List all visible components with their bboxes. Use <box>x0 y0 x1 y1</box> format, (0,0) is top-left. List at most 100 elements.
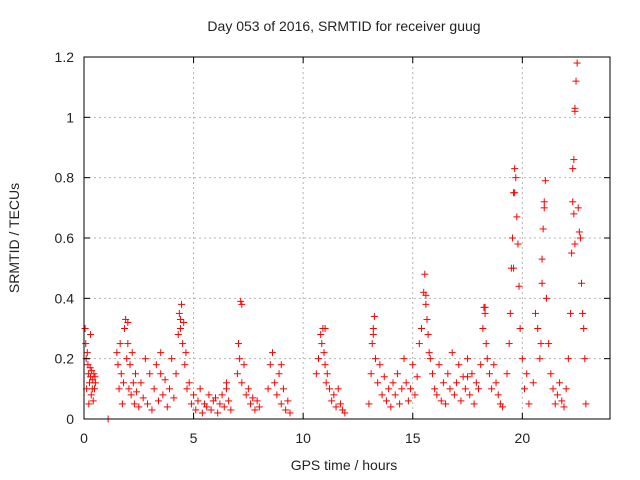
data-point <box>523 370 531 378</box>
data-point <box>389 379 397 387</box>
data-point <box>320 349 328 357</box>
data-point <box>116 340 124 348</box>
data-point <box>114 361 122 369</box>
data-point <box>470 400 478 408</box>
data-point <box>540 198 548 206</box>
data-point <box>499 403 507 411</box>
chart-title: Day 053 of 2016, SRMTID for receiver guu… <box>207 18 480 34</box>
data-point <box>525 400 533 408</box>
data-point <box>398 385 406 393</box>
y-tick-label: 1 <box>66 109 74 125</box>
data-point <box>411 391 419 399</box>
data-point <box>312 370 320 378</box>
plot-frame <box>83 56 611 420</box>
data-point <box>570 210 578 218</box>
data-point <box>442 400 450 408</box>
data-point <box>437 397 445 405</box>
data-point <box>183 385 191 393</box>
data-point <box>91 385 99 393</box>
data-point <box>87 391 95 399</box>
data-point <box>421 270 429 278</box>
data-point <box>574 204 582 212</box>
data-point <box>391 391 399 399</box>
data-point <box>409 361 417 369</box>
data-point <box>247 400 255 408</box>
data-point <box>529 379 537 387</box>
data-point <box>534 325 542 332</box>
data-point <box>511 189 519 197</box>
data-point <box>512 174 520 182</box>
data-point <box>423 315 431 323</box>
data-point <box>126 361 134 369</box>
data-point <box>516 325 524 332</box>
data-point <box>424 331 432 339</box>
y-tick-label: 0.2 <box>55 351 75 367</box>
data-point <box>422 291 430 299</box>
data-point <box>400 355 408 363</box>
data-point <box>426 355 434 363</box>
data-point <box>172 370 180 378</box>
data-point <box>581 355 589 363</box>
data-point <box>407 385 415 393</box>
data-point <box>284 397 292 405</box>
data-point <box>119 379 127 387</box>
grid-lines <box>84 57 610 419</box>
data-point <box>85 379 93 387</box>
data-point <box>568 249 576 257</box>
data-point <box>286 409 294 417</box>
data-point <box>580 325 588 332</box>
data-point <box>238 300 246 308</box>
data-point <box>123 355 131 363</box>
x-tick-label: 20 <box>515 430 531 446</box>
data-point <box>176 325 184 332</box>
data-point <box>428 370 436 378</box>
data-point <box>207 406 215 414</box>
data-point <box>273 391 281 399</box>
data-point <box>369 331 377 339</box>
data-point <box>371 355 379 363</box>
data-point <box>277 400 285 408</box>
data-point <box>129 379 137 387</box>
data-point <box>482 340 490 348</box>
data-point <box>483 355 491 363</box>
data-point <box>393 370 401 378</box>
data-point <box>124 340 132 348</box>
data-point <box>82 340 90 348</box>
data-point <box>175 309 183 317</box>
y-tick-labels: 0 0.2 0.4 0.6 0.8 1 1.2 <box>55 49 75 427</box>
data-point <box>569 198 577 206</box>
data-point <box>170 394 178 402</box>
y-tick-label: 1.2 <box>55 49 75 65</box>
data-point <box>558 397 566 405</box>
x-tick-label: 15 <box>405 430 421 446</box>
data-point <box>218 391 226 399</box>
data-point <box>148 406 156 414</box>
data-point <box>341 409 349 417</box>
data-point <box>472 379 480 387</box>
y-tick-label: 0.6 <box>55 230 75 246</box>
data-point <box>271 379 279 387</box>
data-point <box>551 400 559 408</box>
data-point <box>86 364 94 372</box>
data-point <box>85 400 93 408</box>
data-point <box>553 391 561 399</box>
data-point <box>538 255 546 263</box>
data-point <box>315 355 323 363</box>
data-point <box>321 325 329 332</box>
axis-ticks <box>83 56 610 420</box>
data-point <box>165 385 173 393</box>
data-point <box>560 403 568 411</box>
x-axis-label: GPS time / hours <box>291 457 398 473</box>
data-point <box>506 309 514 317</box>
data-point <box>124 318 132 326</box>
data-point <box>81 325 89 332</box>
data-point <box>505 340 513 348</box>
data-point <box>464 373 472 381</box>
data-point <box>510 264 518 272</box>
data-point <box>117 370 125 378</box>
data-point <box>564 355 572 363</box>
data-point <box>157 370 165 378</box>
data-point <box>279 385 287 393</box>
data-point <box>494 391 502 399</box>
data-point <box>155 397 163 405</box>
